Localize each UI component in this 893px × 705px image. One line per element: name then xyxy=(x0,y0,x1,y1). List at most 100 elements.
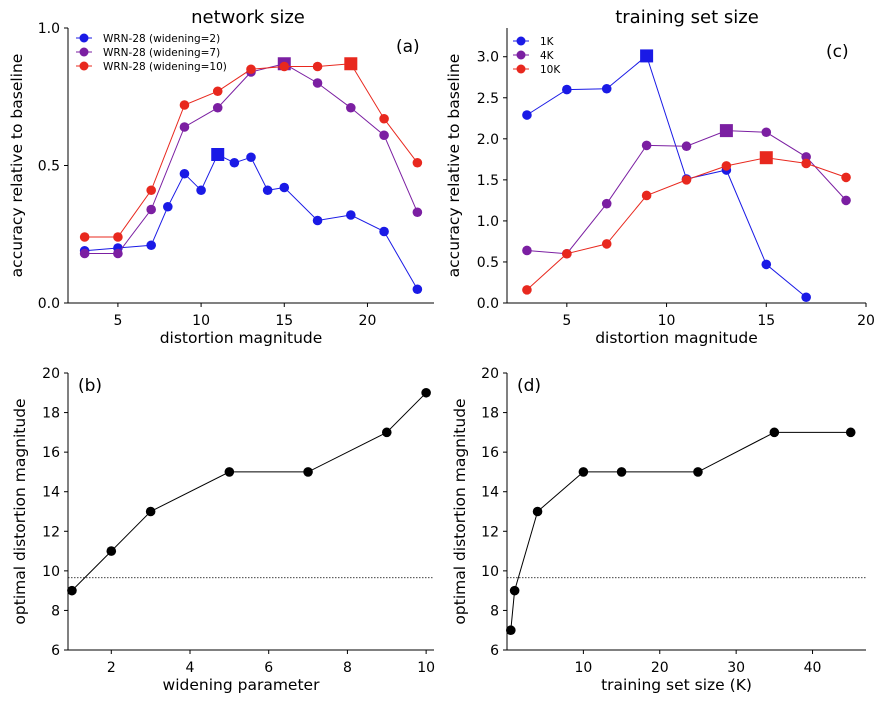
series-3-point xyxy=(179,100,190,110)
x-tick-label: 5 xyxy=(113,313,122,329)
series-3-point xyxy=(522,285,532,295)
y-tick-label: 8 xyxy=(51,603,60,619)
series-3-point xyxy=(113,232,123,242)
series-1-point xyxy=(346,210,356,220)
series-2-point xyxy=(79,248,90,259)
series-1-point xyxy=(163,201,173,212)
series-3-point xyxy=(146,185,156,196)
legend-label: WRN-28 (widening=2) xyxy=(103,33,220,45)
legend-label: 1K xyxy=(540,36,555,48)
y-tick-label: 2.5 xyxy=(477,91,499,107)
x-tick-label: 6 xyxy=(264,660,273,676)
x-tick-label: 10 xyxy=(192,313,210,329)
legend-marker xyxy=(79,47,89,57)
legend-marker xyxy=(516,64,526,74)
y-tick-label: 2.0 xyxy=(477,132,499,148)
series-3-best-marker xyxy=(344,57,358,71)
x-tick-label: 10 xyxy=(574,660,592,676)
y-tick-label: 12 xyxy=(42,524,60,540)
series-1-point xyxy=(381,427,392,438)
y-tick-label: 0.5 xyxy=(477,255,499,271)
series-1-point xyxy=(693,467,703,477)
x-tick-label: 10 xyxy=(417,660,435,676)
legend-marker xyxy=(79,33,89,43)
series-3-point xyxy=(312,61,323,72)
series-2-point xyxy=(681,141,692,152)
panel-b-chart: 2 4 6 8 10 6 8 10 12 14 16 18 20 widening parameter op… xyxy=(11,366,435,694)
series-line-1 xyxy=(71,392,427,591)
x-tick-label: 2 xyxy=(107,660,116,676)
x-tick-label: 15 xyxy=(275,313,293,329)
series-line-1 xyxy=(84,153,418,290)
y-tick-label: 0.5 xyxy=(38,159,60,175)
series-1-point xyxy=(145,506,156,517)
series-1-point xyxy=(224,467,235,477)
series-line-1 xyxy=(526,55,807,298)
series-2-point xyxy=(312,78,323,88)
series-1-point xyxy=(769,427,780,438)
series-3-best-marker xyxy=(759,151,773,165)
series-line-1 xyxy=(510,431,851,631)
column-title-training-set-size: training set size xyxy=(615,7,759,28)
y-tick-label: 16 xyxy=(42,445,60,461)
panel-label: (a) xyxy=(396,37,420,57)
series-1-point xyxy=(801,292,811,303)
legend-marker xyxy=(516,36,526,46)
x-tick-label: 40 xyxy=(804,660,822,676)
series-3-point xyxy=(681,175,692,185)
series-1-point xyxy=(578,467,589,477)
legend-label: WRN-28 (widening=7) xyxy=(103,47,220,59)
y-tick-label: 10 xyxy=(42,564,60,580)
y-tick-label: 6 xyxy=(51,643,60,659)
y-tick-label: 8 xyxy=(490,603,499,619)
legend-marker xyxy=(516,50,526,60)
series-3-point xyxy=(379,113,389,124)
series-1-point xyxy=(601,83,612,94)
series-1-point xyxy=(509,585,520,596)
series-1-point xyxy=(146,240,156,251)
y-tick-label: 20 xyxy=(481,366,499,382)
series-2-point xyxy=(179,122,190,132)
series-1-point xyxy=(106,546,117,556)
y-tick-label: 12 xyxy=(481,524,499,540)
series-2-point xyxy=(412,207,423,218)
series-3-point xyxy=(246,64,256,75)
x-axis-title: distortion magnitude xyxy=(160,329,323,347)
series-3-point xyxy=(412,157,423,168)
series-1-point xyxy=(196,185,206,196)
y-tick-label: 14 xyxy=(42,485,60,501)
series-1-point xyxy=(522,110,532,120)
series-2-point xyxy=(346,102,356,113)
series-1-point xyxy=(412,284,423,295)
x-tick-label: 8 xyxy=(343,660,352,676)
series-3-point xyxy=(562,248,572,259)
panel-label: (d) xyxy=(517,376,541,396)
y-tick-label: 10 xyxy=(481,564,499,580)
series-3-point xyxy=(279,61,290,72)
legend-label: 4K xyxy=(540,50,555,62)
legend-marker xyxy=(79,61,89,71)
series-1-best-marker xyxy=(211,148,225,161)
x-tick-label: 15 xyxy=(757,313,775,329)
y-tick-label: 20 xyxy=(42,366,60,382)
x-axis-title: widening parameter xyxy=(163,676,321,694)
series-1-point xyxy=(229,157,240,168)
y-tick-label: 0.0 xyxy=(477,296,499,312)
series-3-point xyxy=(79,232,90,242)
series-1-point xyxy=(616,467,627,477)
series-3-point xyxy=(801,158,811,169)
series-2-point xyxy=(379,130,389,141)
series-2-best-marker xyxy=(719,124,733,138)
y-tick-label: 18 xyxy=(42,406,60,422)
series-3-point xyxy=(641,190,652,201)
y-tick-label: 0.0 xyxy=(38,296,60,312)
y-tick-label: 1.0 xyxy=(477,214,499,230)
series-1-point xyxy=(303,467,313,477)
y-tick-label: 18 xyxy=(481,406,499,422)
series-2-point xyxy=(601,198,612,209)
panel-a-chart: 5 10 15 20 0.0 0.5 1.0 distortion magnitude accu… xyxy=(8,21,434,347)
series-line-3 xyxy=(84,63,418,238)
y-tick-label: 6 xyxy=(490,643,499,659)
legend-label: 10K xyxy=(540,64,561,76)
column-title-network-size: network size xyxy=(191,7,305,28)
